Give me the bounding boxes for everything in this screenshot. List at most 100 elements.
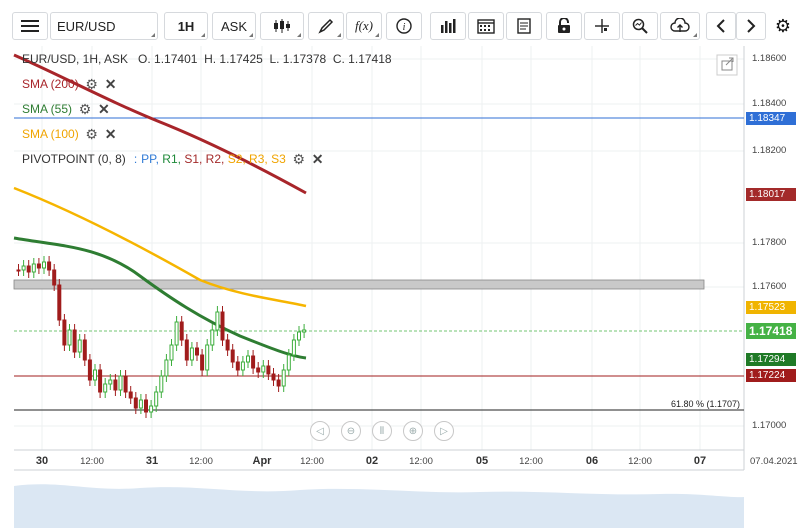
price-type-label: ASK: [220, 18, 247, 34]
scroll-left-button[interactable]: ◁: [310, 421, 330, 441]
candle-body: [205, 344, 210, 371]
sma100-line[interactable]: [13, 186, 307, 308]
candle-body: [42, 261, 46, 269]
zoom-button[interactable]: [622, 12, 658, 40]
zoom-out-button[interactable]: ⊖: [341, 421, 361, 441]
candle-body: [138, 399, 143, 409]
zoom-icon: [632, 18, 648, 34]
left-arrow-icon: [716, 19, 725, 33]
svg-text:i: i: [403, 22, 406, 33]
price-label: 1.18017: [746, 188, 796, 201]
y-tick-label: 1.18200: [752, 145, 787, 156]
x-tick-label: 12:00: [300, 456, 324, 467]
ohlc-label: EUR/USD, 1H, ASK O. 1.17401 H. 1.17425 L…: [22, 52, 392, 66]
pivot-item-r2: R2,: [205, 152, 228, 166]
sma200-settings-icon[interactable]: ⚙: [85, 75, 98, 92]
indicator-button[interactable]: f(x): [346, 12, 382, 40]
candle-body: [235, 361, 240, 371]
menu-button[interactable]: [12, 12, 48, 40]
y-tick-label: 1.18600: [752, 53, 787, 64]
y-tick-label: 1.17000: [752, 420, 787, 431]
candle-body: [230, 349, 235, 363]
bar-chart-icon: [441, 19, 456, 33]
candle-body: [297, 331, 301, 341]
sma55-close-icon[interactable]: ✕: [98, 100, 110, 117]
right-arrow-icon: [747, 19, 756, 33]
zoom-in-button[interactable]: ⊕: [403, 421, 423, 441]
pivot-item-s3: S3: [271, 152, 286, 166]
pivot-settings-icon[interactable]: ⚙: [292, 150, 306, 167]
x-tick-label: 12:00: [409, 456, 433, 467]
candle-body: [36, 263, 41, 269]
candle-body: [149, 405, 154, 413]
candle-body: [144, 399, 148, 413]
cloud-button[interactable]: [660, 12, 700, 40]
scroll-forward-button[interactable]: [736, 12, 766, 40]
candle-body: [195, 347, 199, 356]
x-tick-label: 12:00: [189, 456, 213, 467]
price-label: 1.17294: [746, 353, 796, 366]
scroll-right-button[interactable]: ▷: [434, 421, 454, 441]
resistance-zone[interactable]: [13, 279, 705, 290]
sma200-close-icon[interactable]: ✕: [104, 75, 117, 92]
info-button[interactable]: i: [386, 12, 422, 40]
candle-body: [98, 369, 103, 393]
cloud-upload-icon: [670, 18, 690, 32]
sma55-settings-icon[interactable]: ⚙: [78, 100, 92, 117]
price-label: 1.17224: [746, 369, 796, 382]
scroll-left-icon: ◁: [316, 425, 324, 437]
sma200-line[interactable]: [13, 53, 307, 195]
crosshair-button[interactable]: [584, 12, 620, 40]
lock-button[interactable]: [546, 12, 582, 40]
pivot-item-pp: PP,: [141, 152, 163, 166]
timeframe-selector[interactable]: 1H: [164, 12, 208, 40]
legend-sma200: SMA (200) ⚙ ✕: [22, 75, 116, 93]
pivot-separator: :: [133, 152, 138, 166]
price-label: 1.17418: [746, 323, 796, 339]
candle-body: [276, 379, 281, 387]
candle-body: [169, 344, 174, 361]
sma100-settings-icon[interactable]: ⚙: [85, 125, 98, 142]
candle-body: [159, 375, 164, 393]
candle-body: [26, 265, 31, 273]
y-tick-label: 1.17800: [752, 237, 787, 248]
price-type-selector[interactable]: ASK: [212, 12, 256, 40]
template-button[interactable]: [506, 12, 542, 40]
settings-button[interactable]: ⚙: [768, 12, 798, 40]
zoom-out-icon: ⊖: [346, 425, 356, 437]
zoom-in-icon: ⊕: [408, 425, 418, 437]
candle-body: [154, 391, 159, 407]
x-tick-label: 05: [475, 455, 489, 467]
calendar-button[interactable]: [468, 12, 504, 40]
pivot-close-icon[interactable]: ✕: [311, 150, 324, 167]
candle-body: [179, 321, 184, 341]
candle-body: [220, 311, 225, 341]
chart-type-button[interactable]: [260, 12, 304, 40]
sma200-label[interactable]: SMA (200): [22, 77, 79, 91]
pivot-label[interactable]: PIVOTPOINT (0, 8): [22, 152, 126, 166]
volume-button[interactable]: [430, 12, 466, 40]
legend-sma55: SMA (55) ⚙ ✕: [22, 100, 110, 118]
scroll-back-button[interactable]: [706, 12, 736, 40]
candle-body: [67, 329, 72, 346]
symbol-selector[interactable]: EUR/USD: [50, 12, 158, 40]
symbol-label: EUR/USD: [57, 18, 116, 34]
sma100-label[interactable]: SMA (100): [22, 127, 79, 141]
sma100-close-icon[interactable]: ✕: [104, 125, 117, 142]
candle-body: [184, 339, 189, 361]
candle-body: [210, 329, 215, 346]
sma55-line[interactable]: [13, 236, 307, 360]
draw-tool-button[interactable]: [308, 12, 344, 40]
candle-body: [16, 269, 21, 272]
reset-button[interactable]: ⦀: [372, 421, 392, 441]
candle-body: [31, 263, 36, 273]
reset-icon: ⦀: [379, 425, 385, 437]
maximize-icon[interactable]: [716, 54, 738, 76]
candle-body: [52, 269, 57, 286]
candles-group: [16, 256, 307, 418]
y-tick-label: 1.18400: [752, 98, 787, 109]
candle-body: [225, 339, 230, 351]
sma55-label[interactable]: SMA (55): [22, 102, 73, 116]
fibonacci-label: 61.80 % (1.1707): [671, 399, 740, 409]
